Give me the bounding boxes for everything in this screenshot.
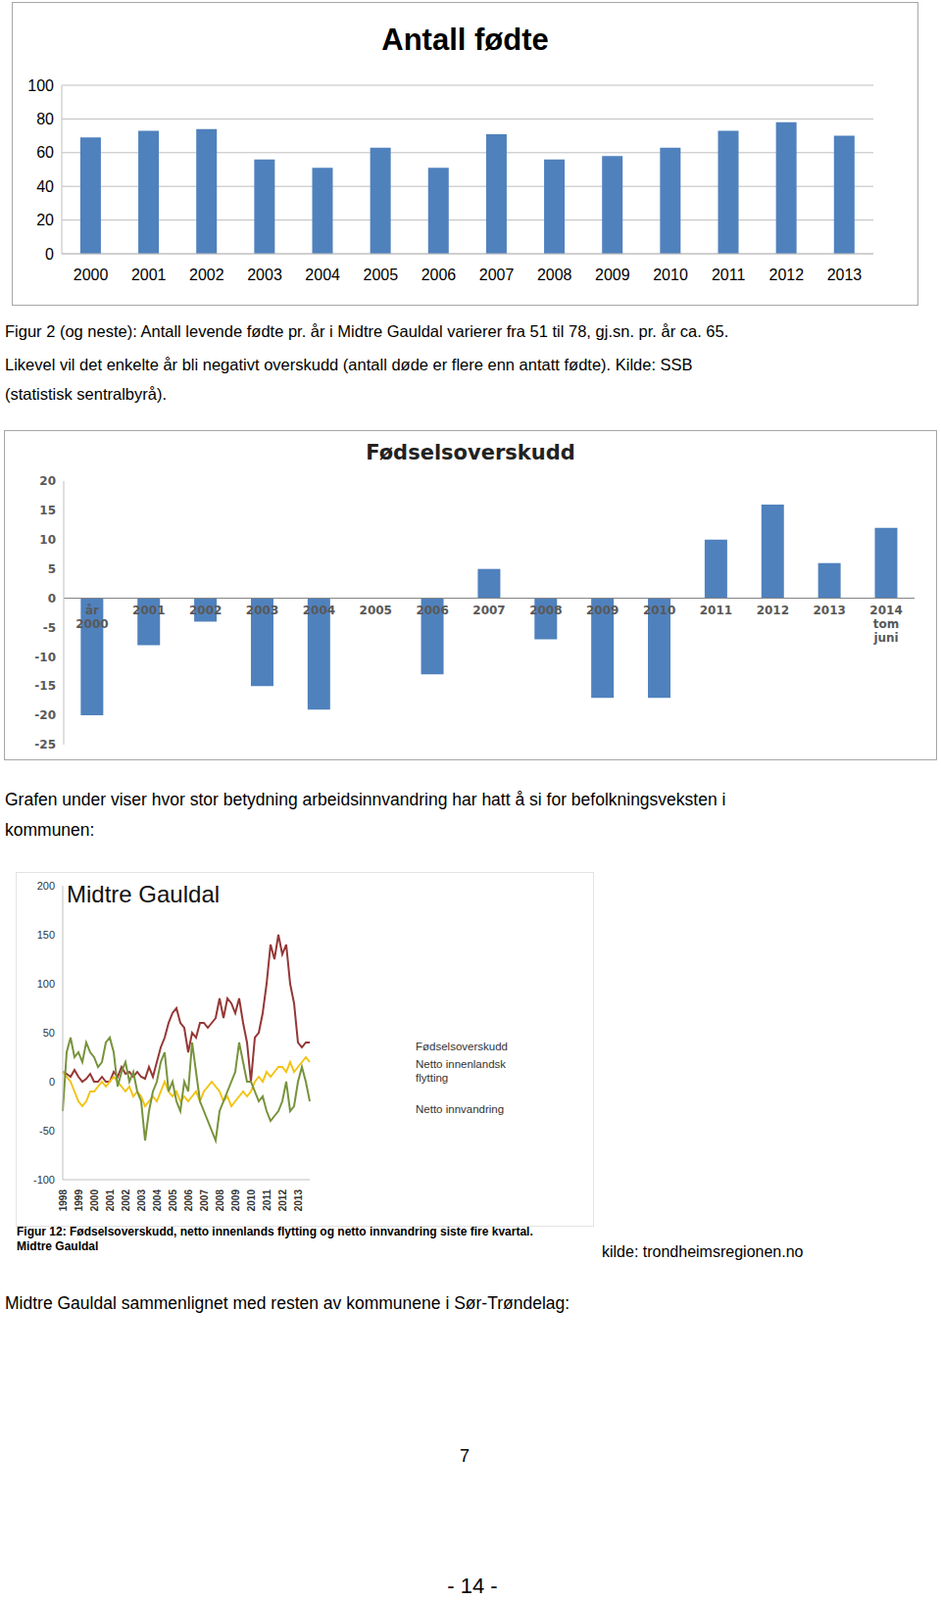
svg-text:200: 200: [37, 880, 55, 892]
svg-text:100: 100: [27, 77, 54, 95]
html-text:Antall fødte: Antall fødte: [381, 22, 549, 57]
svg-text:2007: 2007: [472, 603, 505, 618]
html-text:kommunen:: kommunen:: [4, 820, 95, 841]
svg-text:-100: -100: [33, 1174, 55, 1187]
svg-text:150: 150: [37, 929, 55, 941]
svg-text:2010: 2010: [643, 603, 676, 618]
svg-text:2012: 2012: [768, 266, 804, 284]
svg-text:2002: 2002: [120, 1189, 132, 1213]
svg-text:2013: 2013: [827, 266, 863, 284]
svg-text:0: 0: [48, 592, 56, 606]
svg-text:-5: -5: [43, 621, 56, 636]
svg-text:2003: 2003: [136, 1189, 148, 1213]
svg-text:-10: -10: [34, 650, 56, 665]
html-text:7: 7: [459, 1446, 470, 1467]
svg-text:-25: -25: [34, 738, 56, 752]
svg-text:100: 100: [37, 978, 55, 991]
svg-text:5: 5: [48, 562, 56, 577]
svg-text:2011: 2011: [699, 603, 733, 618]
svg-text:2001: 2001: [132, 603, 165, 618]
svg-text:2009: 2009: [594, 266, 631, 284]
svg-text:2007: 2007: [479, 266, 515, 284]
svg-text:2006: 2006: [421, 266, 457, 284]
html-text:Fødselsoverskudd: Fødselsoverskudd: [415, 1040, 508, 1053]
html-text:Fødselsoverskudd: Fødselsoverskudd: [365, 441, 576, 465]
svg-text:0: 0: [49, 1076, 55, 1089]
svg-text:1999: 1999: [73, 1189, 85, 1213]
svg-text:2006: 2006: [415, 603, 448, 618]
svg-text:2002: 2002: [189, 266, 225, 284]
svg-text:2005: 2005: [167, 1189, 179, 1213]
svg-text:2008: 2008: [214, 1189, 226, 1213]
svg-text:2004: 2004: [304, 266, 341, 284]
svg-text:2004: 2004: [151, 1189, 163, 1213]
svg-text:2003: 2003: [247, 266, 283, 284]
svg-text:2011: 2011: [261, 1189, 273, 1212]
html-text:Midtre Gauldal: Midtre Gauldal: [16, 1239, 99, 1254]
svg-text:2013: 2013: [293, 1189, 304, 1213]
svg-text:2009: 2009: [586, 603, 619, 618]
svg-text:år2000: år2000: [75, 603, 108, 632]
svg-text:2005: 2005: [362, 266, 398, 284]
svg-text:20: 20: [36, 211, 54, 229]
svg-text:80: 80: [36, 110, 54, 128]
svg-text:40: 40: [36, 178, 54, 196]
svg-text:2012: 2012: [277, 1189, 289, 1213]
svg-text:2010: 2010: [246, 1189, 257, 1213]
svg-text:-20: -20: [34, 708, 56, 723]
svg-text:2008: 2008: [529, 603, 562, 618]
svg-text:-50: -50: [39, 1125, 55, 1138]
svg-text:2002: 2002: [189, 603, 222, 618]
html-text:Figur 12: Fødselsoverskudd, ne: Figur 12: Fødselsoverskudd, netto innenl…: [16, 1225, 534, 1239]
svg-text:2011: 2011: [711, 266, 746, 284]
svg-text:0: 0: [45, 246, 54, 263]
html-text:Likevel vil det enkelte år bli: Likevel vil det enkelte år bli negativt …: [4, 355, 693, 374]
svg-text:60: 60: [36, 144, 54, 161]
svg-text:2013: 2013: [812, 603, 845, 618]
svg-text:2000: 2000: [89, 1189, 100, 1213]
svg-text:2003: 2003: [246, 603, 279, 618]
svg-text:20: 20: [39, 474, 56, 489]
html-text:kilde: trondheimsregionen.no: kilde: trondheimsregionen.no: [601, 1243, 804, 1261]
svg-text:2000: 2000: [73, 266, 109, 284]
html-text:Netto innvandring: Netto innvandring: [415, 1103, 505, 1116]
html-text:Midtre Gauldal sammenlignet me: Midtre Gauldal sammenlignet med resten a…: [4, 1293, 570, 1314]
svg-text:2005: 2005: [359, 603, 393, 618]
svg-text:2007: 2007: [198, 1189, 210, 1213]
svg-text:2014tomjuni: 2014tomjuni: [869, 603, 902, 645]
svg-text:2001: 2001: [131, 266, 167, 284]
svg-text:2012: 2012: [756, 603, 790, 618]
html-text:Netto innenlandsk flytting: Netto innenlandsk flytting: [415, 1058, 506, 1085]
svg-text:1998: 1998: [57, 1189, 69, 1213]
svg-text:2006: 2006: [183, 1189, 195, 1213]
svg-text:2010: 2010: [652, 266, 689, 284]
svg-text:-15: -15: [34, 679, 56, 694]
html-text:Midtre Gauldal: Midtre Gauldal: [66, 881, 220, 908]
html-text:Grafen under viser hvor stor b: Grafen under viser hvor stor betydning a…: [4, 790, 726, 810]
svg-text:10: 10: [39, 533, 56, 547]
html-text:Figur 2 (og neste): Antall lev: Figur 2 (og neste): Antall levende fødte…: [4, 322, 729, 341]
html-text:(statistisk sentralbyrå).: (statistisk sentralbyrå).: [4, 385, 167, 403]
html-text:- 14 -: - 14 -: [447, 1574, 498, 1599]
svg-text:2004: 2004: [302, 603, 336, 618]
svg-text:2001: 2001: [104, 1189, 116, 1213]
svg-text:2008: 2008: [537, 266, 573, 284]
svg-text:50: 50: [43, 1027, 55, 1040]
svg-text:15: 15: [39, 503, 56, 518]
svg-text:2009: 2009: [230, 1189, 242, 1213]
